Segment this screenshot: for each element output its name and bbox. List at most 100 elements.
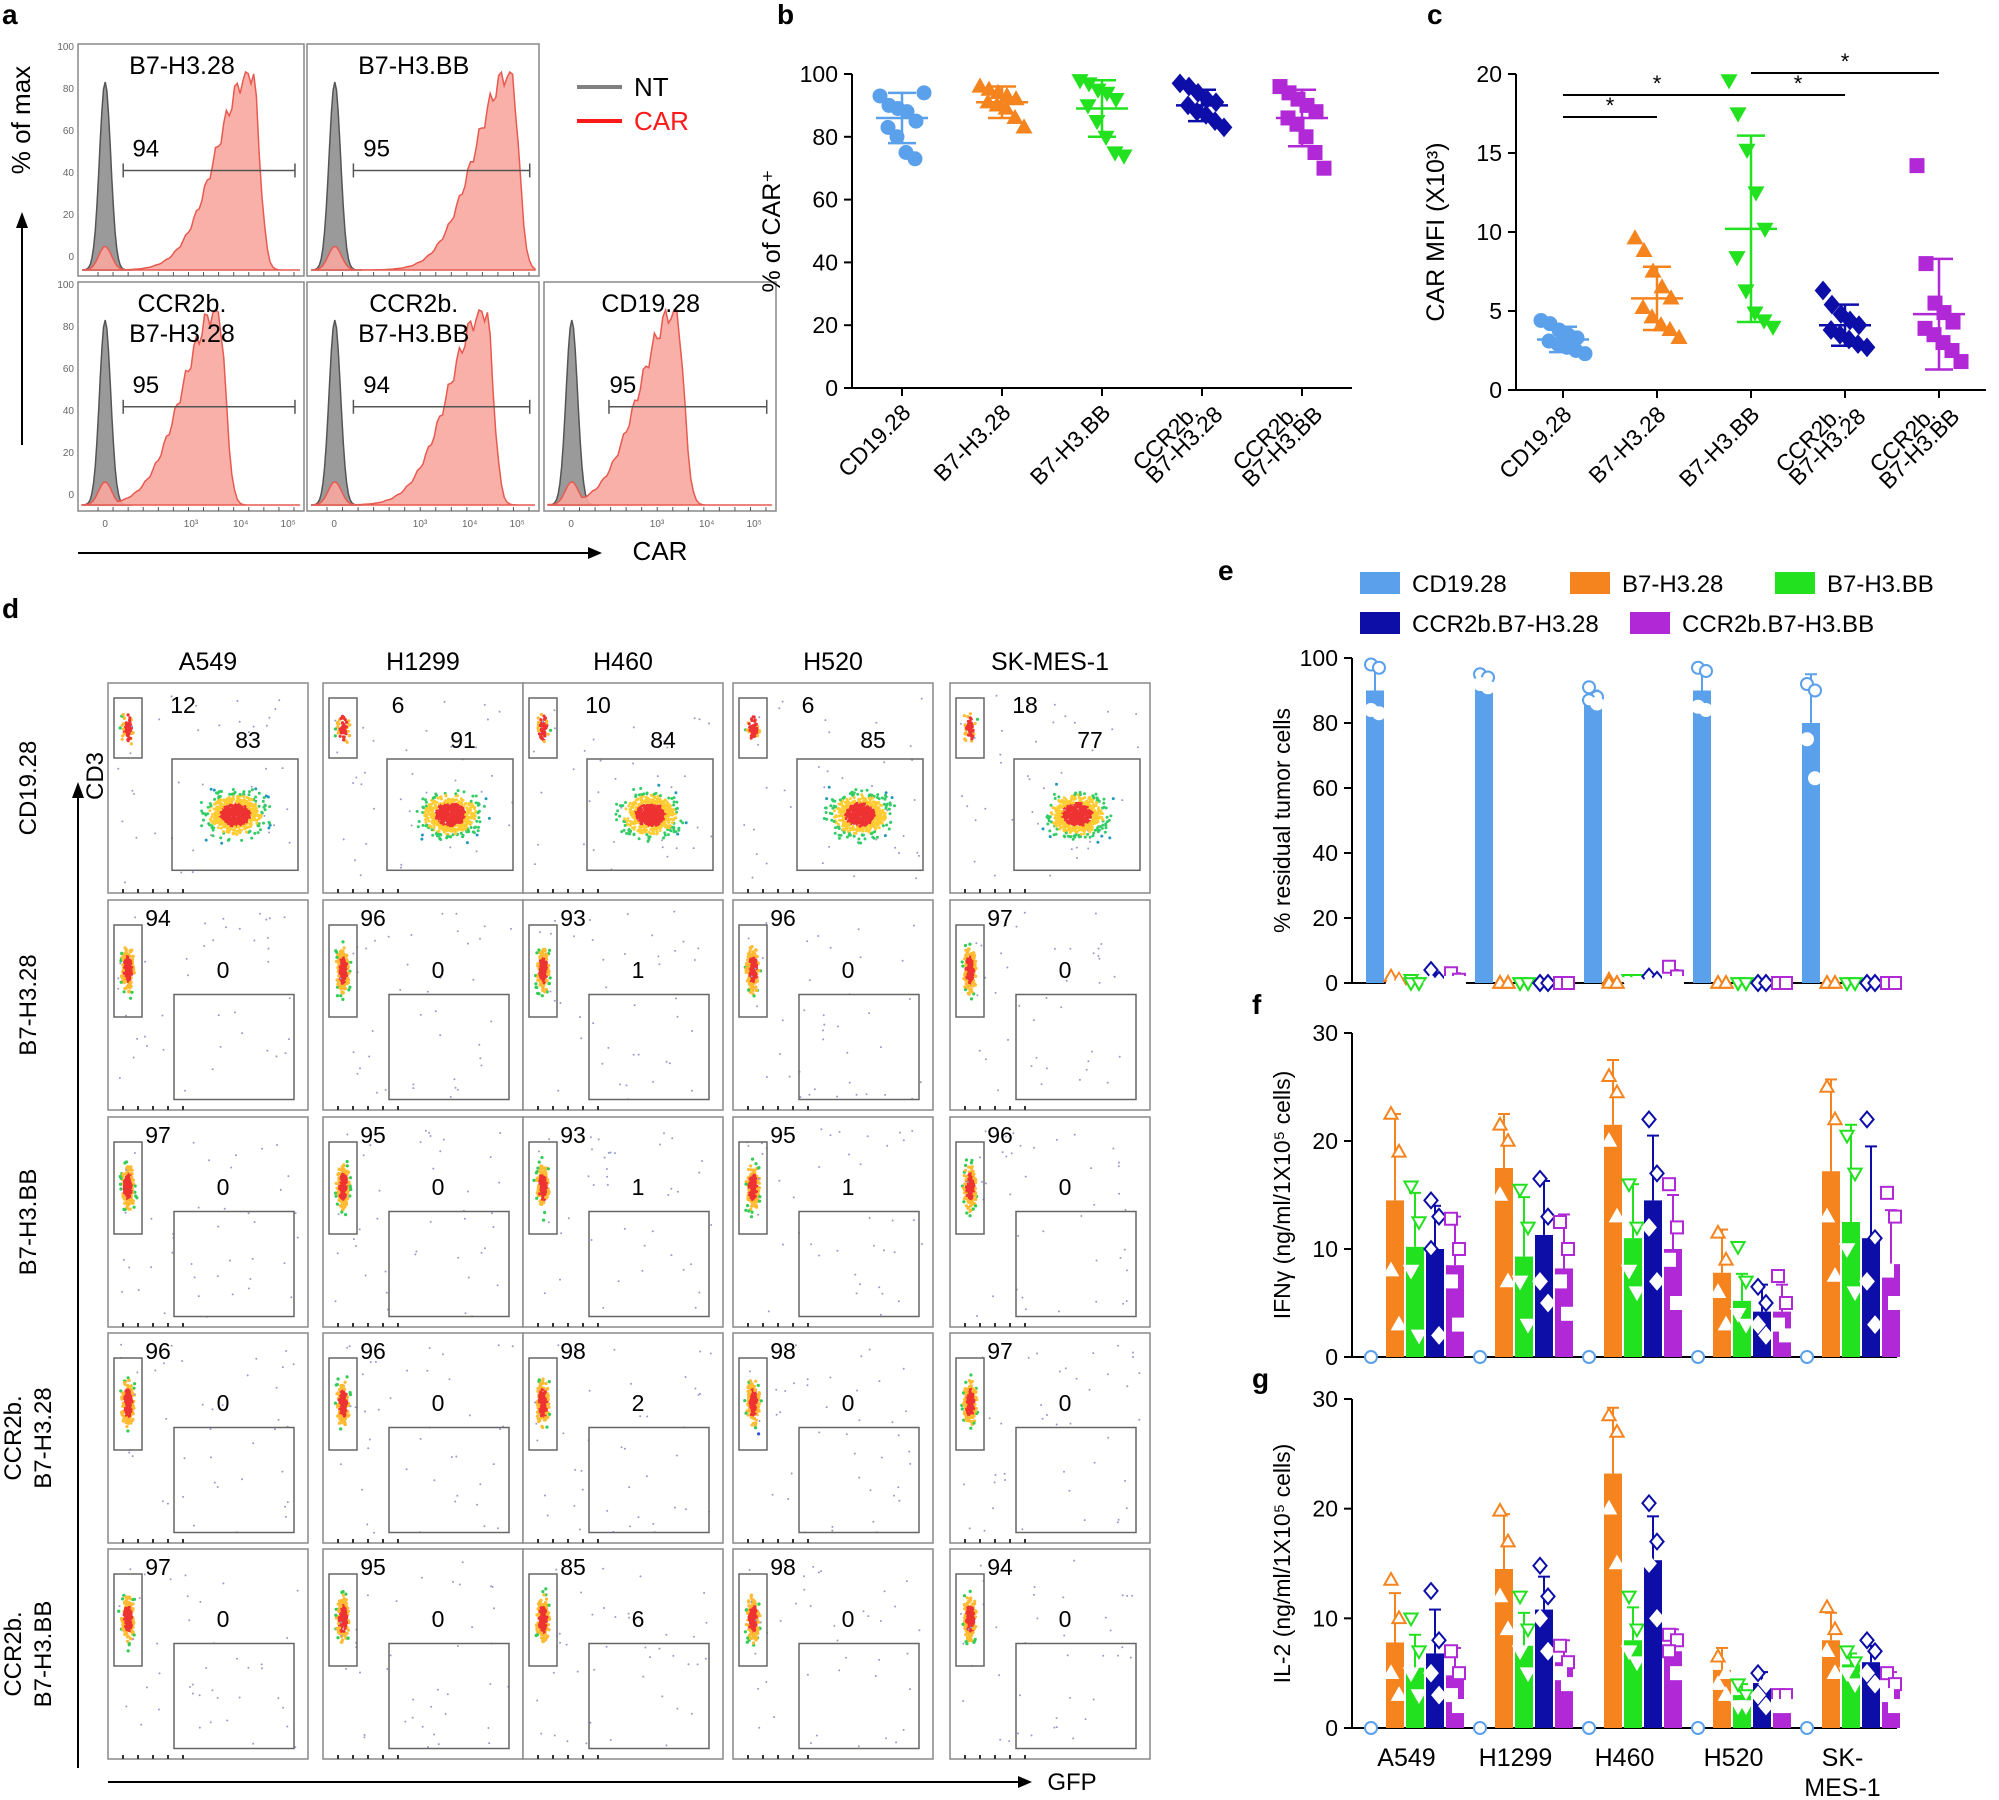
event-dot bbox=[247, 731, 250, 734]
event-dot bbox=[543, 727, 547, 731]
event-dot bbox=[356, 1072, 359, 1075]
event-dot bbox=[473, 826, 476, 830]
event-dot bbox=[875, 721, 878, 724]
data-point bbox=[1115, 149, 1133, 165]
event-dot bbox=[672, 827, 676, 831]
event-dot bbox=[468, 823, 472, 826]
event-dot bbox=[223, 813, 227, 817]
event-dot bbox=[644, 805, 648, 809]
event-dot bbox=[342, 838, 345, 841]
event-dot bbox=[623, 817, 626, 821]
event-dot bbox=[242, 795, 246, 799]
event-dot bbox=[553, 727, 556, 730]
event-dot bbox=[661, 839, 663, 842]
event-dot bbox=[354, 859, 356, 862]
event-dot bbox=[868, 802, 872, 806]
event-dot bbox=[968, 712, 972, 716]
event-dot bbox=[877, 826, 881, 830]
event-dot bbox=[126, 713, 130, 717]
event-dot bbox=[445, 807, 449, 811]
event-dot bbox=[233, 803, 237, 807]
event-dot bbox=[628, 807, 632, 811]
event-dot bbox=[251, 805, 255, 809]
event-dot bbox=[644, 801, 648, 805]
row-label: CD19.28 bbox=[15, 741, 42, 836]
event-dot bbox=[235, 833, 239, 836]
event-dot bbox=[862, 803, 866, 806]
event-dot bbox=[240, 820, 244, 824]
hist-y-tick-label: 80 bbox=[63, 84, 75, 95]
data-point bbox=[1858, 337, 1876, 358]
event-dot bbox=[154, 832, 157, 835]
event-dot bbox=[433, 813, 436, 817]
event-dot bbox=[858, 797, 862, 801]
event-dot bbox=[665, 825, 669, 829]
event-dot bbox=[449, 835, 453, 839]
event-dot bbox=[440, 802, 444, 806]
event-dot bbox=[626, 817, 630, 821]
event-dot bbox=[1092, 796, 1096, 800]
event-dot bbox=[420, 833, 424, 837]
event-dot bbox=[827, 785, 831, 789]
event-dot bbox=[341, 723, 345, 727]
event-dot bbox=[631, 803, 635, 806]
event-dot bbox=[1075, 846, 1078, 849]
data-point bbox=[880, 119, 896, 135]
event-dot bbox=[454, 817, 458, 821]
event-dot bbox=[471, 794, 475, 798]
event-dot bbox=[851, 826, 855, 830]
event-dot bbox=[1053, 703, 1056, 706]
data-point bbox=[872, 88, 888, 104]
event-dot bbox=[212, 819, 216, 822]
event-dot bbox=[655, 829, 659, 833]
event-dot bbox=[192, 849, 195, 852]
event-dot bbox=[1035, 740, 1037, 743]
event-dot bbox=[126, 955, 130, 959]
event-dot bbox=[483, 703, 486, 706]
data-point bbox=[1644, 262, 1662, 278]
event-dot bbox=[1052, 821, 1056, 825]
event-dot bbox=[466, 828, 470, 832]
event-dot bbox=[920, 697, 923, 700]
event-dot bbox=[231, 831, 235, 835]
event-dot bbox=[415, 809, 419, 813]
event-dot bbox=[441, 912, 444, 915]
event-dot bbox=[124, 970, 128, 975]
event-dot bbox=[757, 729, 762, 733]
event-dot bbox=[244, 820, 248, 824]
event-dot bbox=[226, 821, 230, 825]
event-dot bbox=[710, 835, 713, 838]
event-dot bbox=[868, 815, 872, 819]
event-dot bbox=[854, 788, 858, 792]
event-dot bbox=[450, 800, 454, 804]
event-dot bbox=[1092, 814, 1096, 818]
x-arrowhead bbox=[588, 547, 602, 559]
event-dot bbox=[344, 720, 349, 724]
event-dot bbox=[867, 794, 871, 798]
event-dot bbox=[1079, 832, 1083, 836]
event-dot bbox=[128, 723, 132, 728]
event-dot bbox=[208, 809, 212, 813]
event-dot bbox=[844, 801, 848, 805]
event-dot bbox=[1086, 832, 1090, 836]
event-dot bbox=[454, 779, 457, 782]
event-dot bbox=[1049, 811, 1053, 815]
event-dot bbox=[856, 817, 860, 821]
event-dot bbox=[283, 916, 286, 919]
event-dot bbox=[373, 807, 375, 810]
event-dot bbox=[458, 809, 462, 813]
event-dot bbox=[339, 977, 342, 980]
hist-x-tick-label: 10⁴ bbox=[233, 519, 248, 530]
event-dot bbox=[266, 936, 269, 939]
event-dot bbox=[833, 805, 837, 809]
event-dot bbox=[860, 811, 864, 815]
event-dot bbox=[125, 962, 129, 967]
event-dot bbox=[588, 800, 591, 803]
event-dot bbox=[224, 820, 228, 824]
event-dot bbox=[647, 830, 651, 834]
event-dot bbox=[247, 809, 251, 813]
event-dot bbox=[451, 827, 455, 831]
event-dot bbox=[338, 734, 342, 738]
